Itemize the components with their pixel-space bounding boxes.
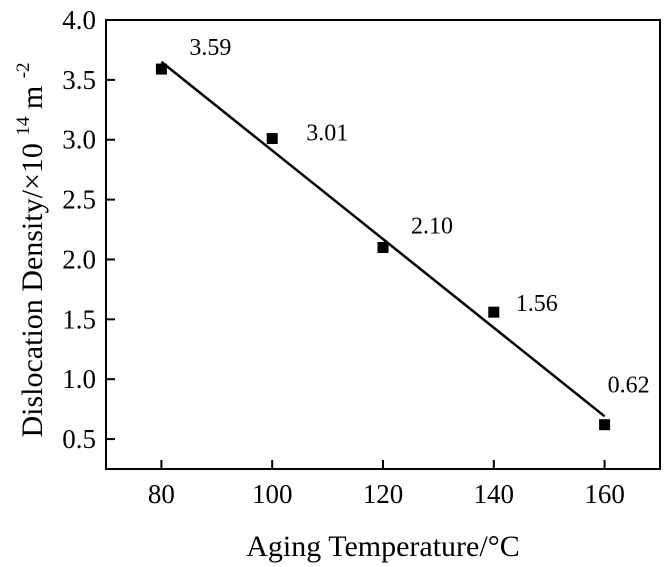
x-tick-label: 120 <box>363 479 404 509</box>
y-tick-label: 4.0 <box>62 5 96 35</box>
y-axis-title-exponent: 14 <box>13 116 34 136</box>
x-tick-label: 140 <box>474 479 515 509</box>
data-label: 2.10 <box>411 213 453 239</box>
x-axis-title: Aging Temperature/°C <box>246 530 519 563</box>
data-label: 1.56 <box>516 291 558 317</box>
data-label: 3.01 <box>306 121 348 147</box>
x-tick-label: 160 <box>584 479 625 509</box>
y-axis-title-main: Dislocation Density/×10 <box>16 143 49 437</box>
data-label: 3.59 <box>189 35 231 61</box>
y-tick-label: 1.0 <box>62 364 96 394</box>
x-tick-label: 100 <box>252 479 293 509</box>
y-tick-label: 2.0 <box>62 244 96 274</box>
data-point-square <box>599 419 611 431</box>
y-axis-title: Dislocation Density/×10 14 m -2 <box>3 62 49 437</box>
x-tick-label: 80 <box>148 479 175 509</box>
y-axis-title-unit-exponent: -2 <box>13 62 34 78</box>
data-point-square <box>488 306 500 318</box>
y-axis-title-group: Dislocation Density/×10 14 m -2 <box>3 62 49 437</box>
y-tick-label: 3.0 <box>62 125 96 155</box>
y-tick-label: 0.5 <box>62 424 96 454</box>
data-point-square <box>155 63 167 75</box>
y-axis-title-unit: m <box>16 86 49 109</box>
y-tick-label: 3.5 <box>62 65 96 95</box>
linear-fit-line <box>160 60 606 418</box>
data-label: 0.62 <box>608 373 650 399</box>
plot-layer: 80 100 120 140 160 0.5 1.0 1.5 2.0 2.5 3.0 3.5 4.0 3.… <box>62 5 661 509</box>
data-point-square <box>377 241 389 253</box>
y-tick-label: 2.5 <box>62 185 96 215</box>
data-point-square <box>266 133 278 145</box>
y-tick-label: 1.5 <box>62 304 96 334</box>
x-axis-title-group: Aging Temperature/°C <box>246 530 519 563</box>
